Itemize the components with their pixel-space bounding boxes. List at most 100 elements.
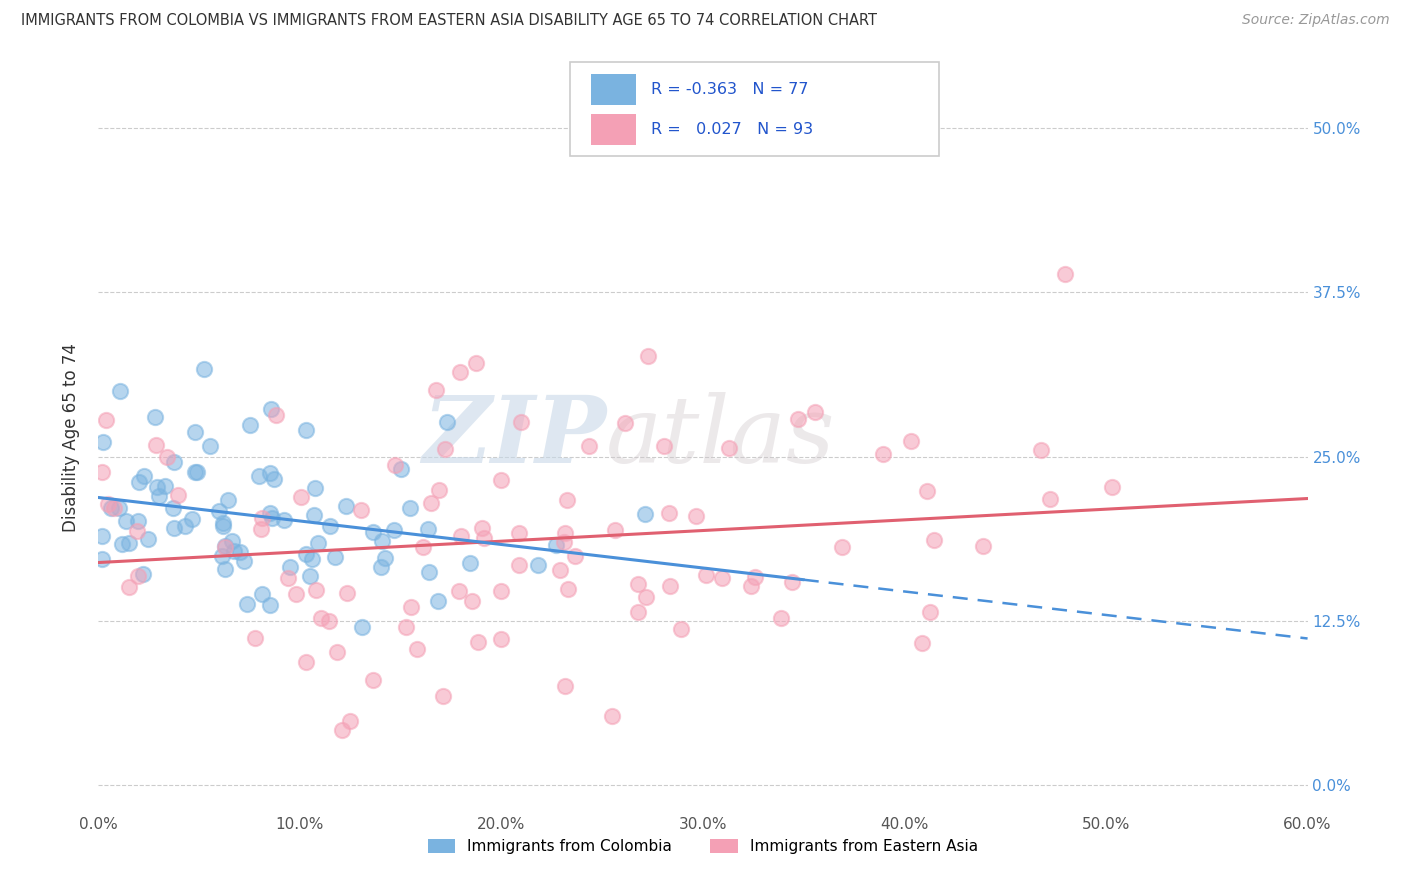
Point (627, 577, 650, 591)
Point (634, 590, 657, 604)
Text: Source: ZipAtlas.com: Source: ZipAtlas.com (1241, 13, 1389, 28)
Y-axis label: Disability Age 65 to 74: Disability Age 65 to 74 (62, 343, 80, 532)
Point (489, 632, 512, 646)
Text: ZIP: ZIP (422, 392, 606, 482)
Point (163, 455, 186, 469)
Point (350, 620, 373, 634)
Point (222, 544, 245, 558)
Point (370, 560, 392, 574)
Point (163, 521, 186, 535)
Point (91, 551, 114, 566)
Point (127, 568, 149, 582)
Point (250, 523, 273, 537)
Point (263, 472, 285, 486)
Point (633, 507, 655, 521)
Point (245, 631, 267, 645)
Point (659, 580, 682, 594)
Point (262, 511, 284, 525)
Point (613, 416, 636, 430)
Point (1029, 442, 1052, 457)
Point (406, 641, 429, 656)
Point (449, 365, 471, 379)
Point (91, 465, 114, 479)
Point (307, 536, 329, 550)
Point (233, 554, 256, 568)
Point (603, 523, 626, 537)
Point (260, 401, 283, 416)
Point (252, 510, 274, 524)
Point (198, 439, 221, 453)
Point (658, 506, 681, 520)
Point (489, 583, 512, 598)
Point (427, 483, 450, 497)
Bar (591, 74, 637, 105)
Point (94, 413, 117, 427)
Point (285, 587, 308, 601)
Point (509, 416, 531, 430)
Point (472, 531, 495, 545)
Point (471, 520, 494, 534)
Point (301, 551, 323, 566)
Point (125, 524, 148, 538)
Point (770, 610, 793, 624)
Point (97, 497, 120, 511)
Point (554, 680, 576, 694)
Point (156, 450, 179, 465)
Point (374, 551, 396, 566)
Point (361, 524, 384, 539)
Point (401, 600, 423, 615)
Point (183, 425, 205, 439)
Point (432, 689, 454, 703)
Point (489, 473, 512, 487)
Point (786, 412, 808, 426)
Point (259, 466, 281, 480)
Point (685, 508, 707, 523)
Point (162, 501, 184, 516)
Point (330, 723, 353, 737)
Point (1101, 480, 1123, 494)
Point (318, 615, 340, 629)
Text: IMMIGRANTS FROM COLOMBIA VS IMMIGRANTS FROM EASTERN ASIA DISABILITY AGE 65 TO 74: IMMIGRANTS FROM COLOMBIA VS IMMIGRANTS F… (21, 13, 877, 29)
Point (922, 533, 945, 548)
Point (212, 518, 235, 533)
Point (336, 586, 359, 600)
Point (136, 532, 159, 546)
Point (127, 515, 149, 529)
Point (114, 514, 136, 528)
Point (304, 482, 326, 496)
Point (259, 506, 281, 520)
Point (118, 535, 141, 549)
Point (211, 516, 233, 530)
Point (420, 496, 443, 510)
Point (544, 538, 567, 552)
Point (335, 500, 357, 514)
Point (434, 442, 457, 456)
Point (412, 540, 434, 554)
Point (350, 502, 373, 516)
Point (695, 567, 717, 582)
Point (557, 582, 579, 596)
Point (831, 540, 853, 554)
Point (146, 480, 169, 494)
Point (550, 564, 572, 578)
FancyBboxPatch shape (569, 62, 939, 156)
Point (91, 435, 114, 450)
Point (108, 384, 131, 399)
Point (111, 537, 134, 551)
Point (108, 500, 131, 515)
Point (103, 500, 125, 515)
Point (295, 655, 318, 669)
Point (464, 356, 486, 370)
Point (740, 579, 762, 593)
Point (900, 434, 922, 448)
Point (277, 571, 299, 585)
Point (600, 709, 623, 723)
Point (508, 525, 530, 540)
Point (627, 605, 650, 619)
Point (214, 539, 236, 553)
Point (319, 519, 342, 533)
Point (371, 533, 394, 548)
Point (193, 361, 215, 376)
Point (235, 597, 257, 611)
Point (803, 405, 825, 419)
